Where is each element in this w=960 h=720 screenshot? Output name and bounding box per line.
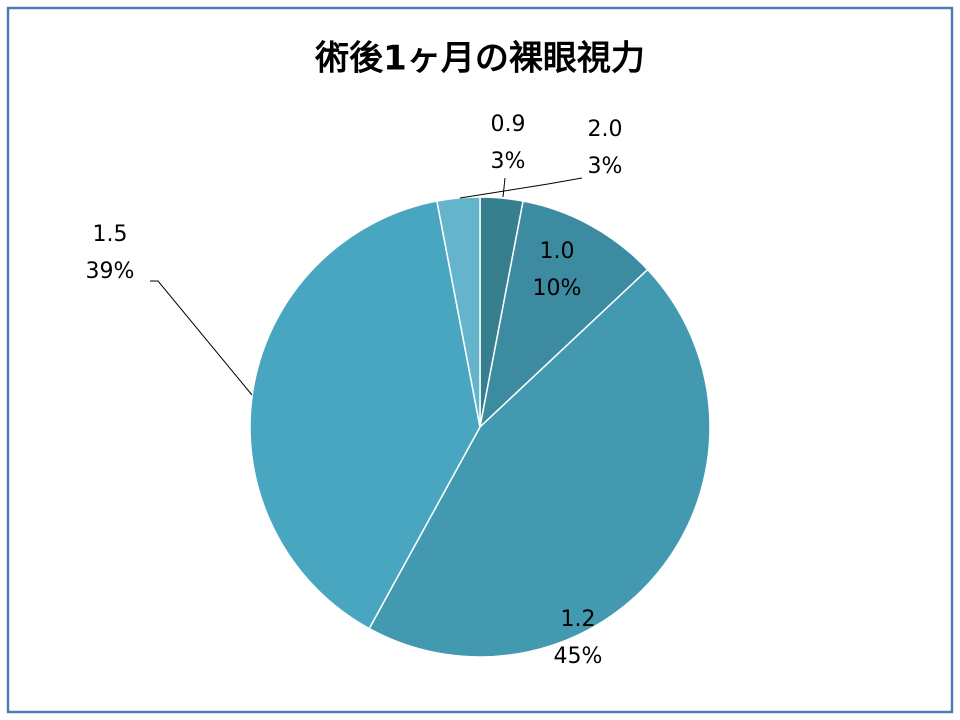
pie-slice [436,196,481,428]
pie-slice [478,200,649,430]
slice-value-label: 45% [554,644,603,669]
slice-value-label: 3% [588,154,623,179]
slice-category-label: 1.0 [540,239,575,264]
slice-category-label: 1.5 [93,222,128,247]
pie-slice [249,200,481,630]
leader-line [502,177,506,198]
pie-slice [368,268,711,658]
leader-line [150,280,253,396]
leader-line [459,177,583,199]
chart-title: 術後1ヶ月の裸眼視力 [314,39,645,79]
slice-value-label: 39% [86,259,135,284]
slice-category-label: 2.0 [588,117,623,142]
slice-category-label: 0.9 [491,112,526,137]
slice-value-label: 3% [491,149,526,174]
slice-value-label: 10% [533,276,582,301]
slice-category-label: 1.2 [561,607,596,632]
